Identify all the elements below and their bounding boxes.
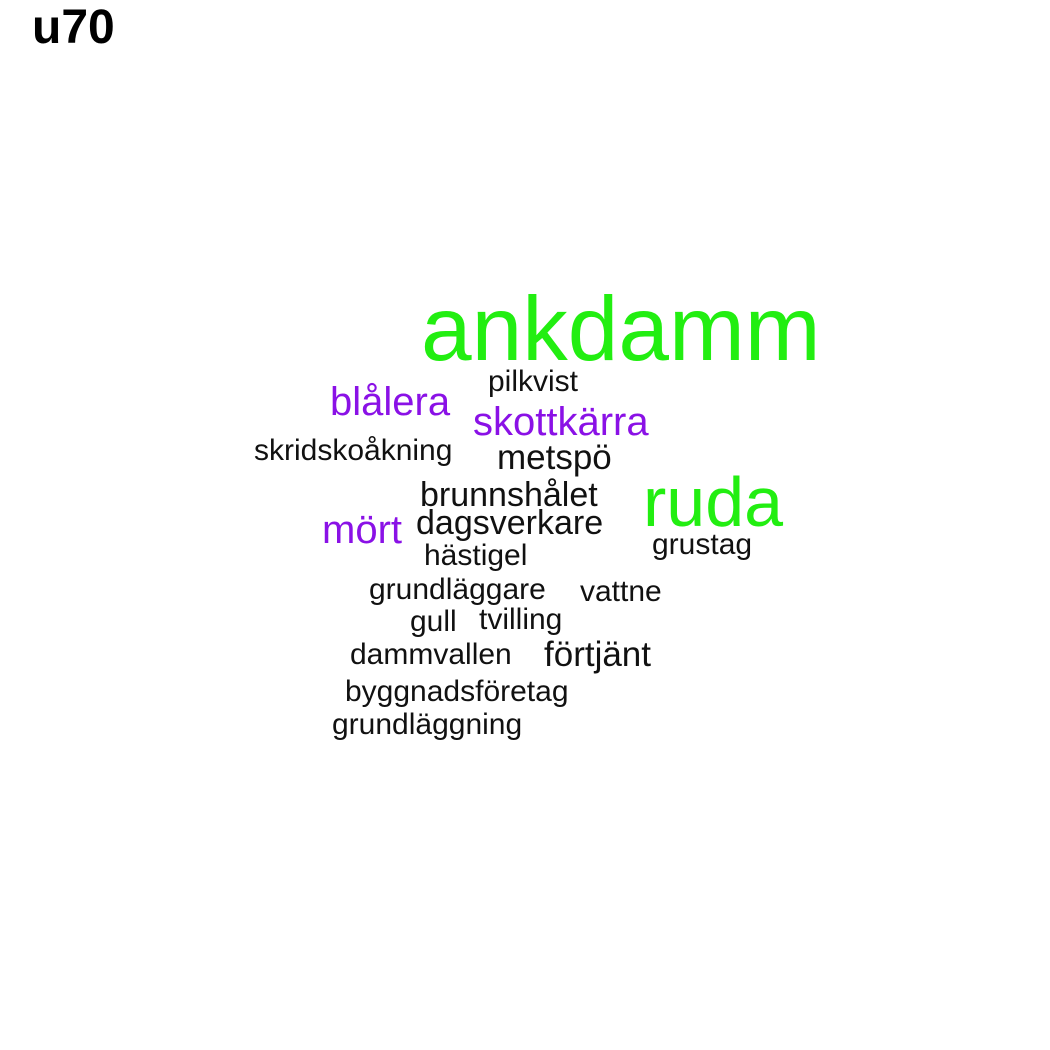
word-skridskoakning: skridskoåkning: [254, 434, 453, 467]
word-mort: mört: [322, 508, 402, 552]
word-grustag: grustag: [652, 528, 753, 561]
word-brunnshalet: brunnshålet: [420, 476, 598, 514]
word-pilkvist: pilkvist: [488, 365, 579, 398]
word-grundlaggare: grundläggare: [369, 573, 546, 606]
word-dagsverkare: dagsverkare: [416, 504, 604, 542]
word-fortjant: förtjänt: [544, 635, 651, 674]
word-metspo: metspö: [497, 438, 612, 477]
word-dammvallen: dammvallen: [350, 638, 512, 671]
word-byggnadsforetag: byggnadsföretag: [345, 675, 569, 708]
word-gull: gull: [410, 605, 457, 638]
word-ankdamm: ankdamm: [421, 279, 821, 380]
word-grundlaggning: grundläggning: [332, 708, 523, 741]
word-ruda: ruda: [643, 463, 784, 541]
page-title: u70: [32, 1, 115, 54]
word-hastigel: hästigel: [424, 539, 528, 572]
word-vattne: vattne: [580, 575, 662, 608]
word-tvilling: tvilling: [479, 603, 563, 636]
word-blalera: blålera: [330, 380, 451, 424]
word-skottkarra: skottkärra: [473, 400, 649, 444]
